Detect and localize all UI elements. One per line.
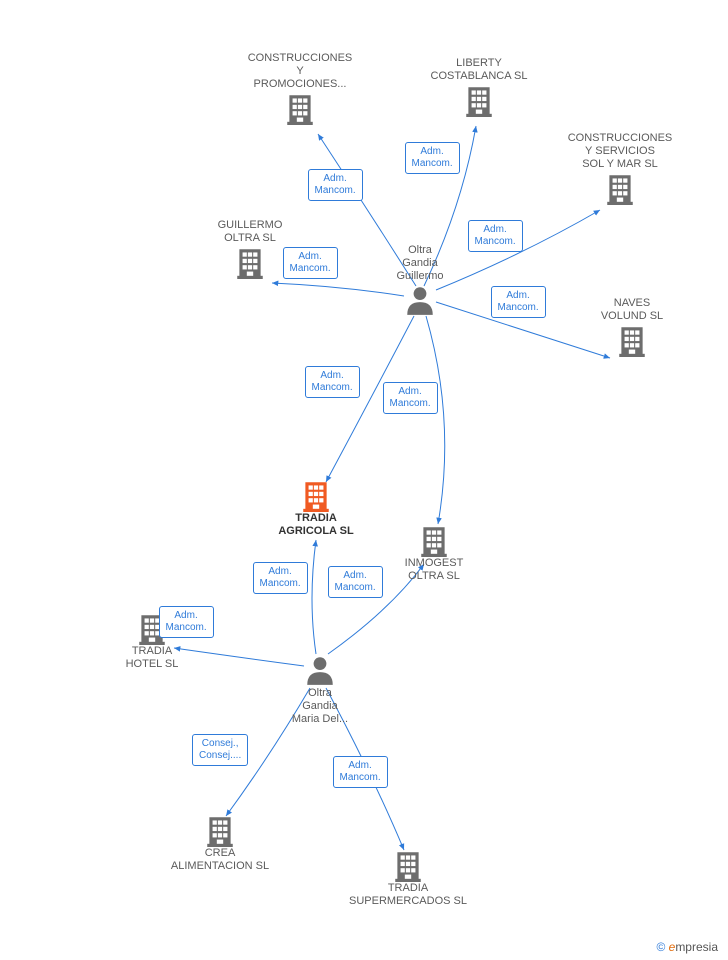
- node-liberty[interactable]: LIBERTY COSTABLANCA SL: [409, 57, 549, 117]
- node-label: Oltra Gandia Maria Del...: [250, 687, 390, 726]
- edge-label-11: Adm. Mancom.: [333, 756, 388, 788]
- edge-label-7: Adm. Mancom.: [159, 606, 214, 638]
- edge-label-5: Adm. Mancom.: [305, 366, 360, 398]
- node-label: GUILLERMO OLTRA SL: [180, 219, 320, 245]
- node-tradia_super[interactable]: TRADIA SUPERMERCADOS SL: [338, 848, 478, 908]
- copyright-symbol: ©: [656, 940, 665, 954]
- node-label: INMOGEST OLTRA SL: [364, 557, 504, 583]
- node-oltra_maria[interactable]: Oltra Gandia Maria Del...: [250, 653, 390, 726]
- brand-rest: mpresia: [675, 940, 718, 954]
- node-naves[interactable]: NAVES VOLUND SL: [562, 297, 702, 357]
- edge-label-6: Adm. Mancom.: [383, 382, 438, 414]
- node-label: NAVES VOLUND SL: [562, 297, 702, 323]
- node-construcciones_sol[interactable]: CONSTRUCCIONES Y SERVICIOS SOL Y MAR SL: [550, 132, 690, 205]
- node-crea[interactable]: CREA ALIMENTACION SL: [150, 813, 290, 873]
- node-label: CONSTRUCCIONES Y SERVICIOS SOL Y MAR SL: [550, 132, 690, 171]
- edge-label-9: Adm. Mancom.: [328, 566, 383, 598]
- edge-8: [312, 540, 316, 654]
- edge-6: [426, 316, 445, 524]
- footer-copyright: © empresia: [656, 940, 718, 954]
- edge-label-1: Adm. Mancom.: [405, 142, 460, 174]
- edge-label-0: Adm. Mancom.: [308, 169, 363, 201]
- node-label: TRADIA SUPERMERCADOS SL: [338, 882, 478, 908]
- node-construcciones_prom[interactable]: CONSTRUCCIONES Y PROMOCIONES...: [230, 52, 370, 125]
- edge-label-10: Consej., Consej....: [192, 734, 248, 766]
- diagram-canvas: { "diagram": { "type": "network", "width…: [0, 0, 728, 960]
- node-label: TRADIA HOTEL SL: [82, 645, 222, 671]
- node-label: CONSTRUCCIONES Y PROMOCIONES...: [230, 52, 370, 91]
- edge-label-4: Adm. Mancom.: [491, 286, 546, 318]
- edge-label-3: Adm. Mancom.: [283, 247, 338, 279]
- node-label: LIBERTY COSTABLANCA SL: [409, 57, 549, 83]
- node-label: CREA ALIMENTACION SL: [150, 847, 290, 873]
- node-inmogest[interactable]: INMOGEST OLTRA SL: [364, 523, 504, 583]
- edge-label-2: Adm. Mancom.: [468, 220, 523, 252]
- node-oltra_guillermo[interactable]: Oltra Gandia Guillermo: [350, 244, 490, 317]
- edge-label-8: Adm. Mancom.: [253, 562, 308, 594]
